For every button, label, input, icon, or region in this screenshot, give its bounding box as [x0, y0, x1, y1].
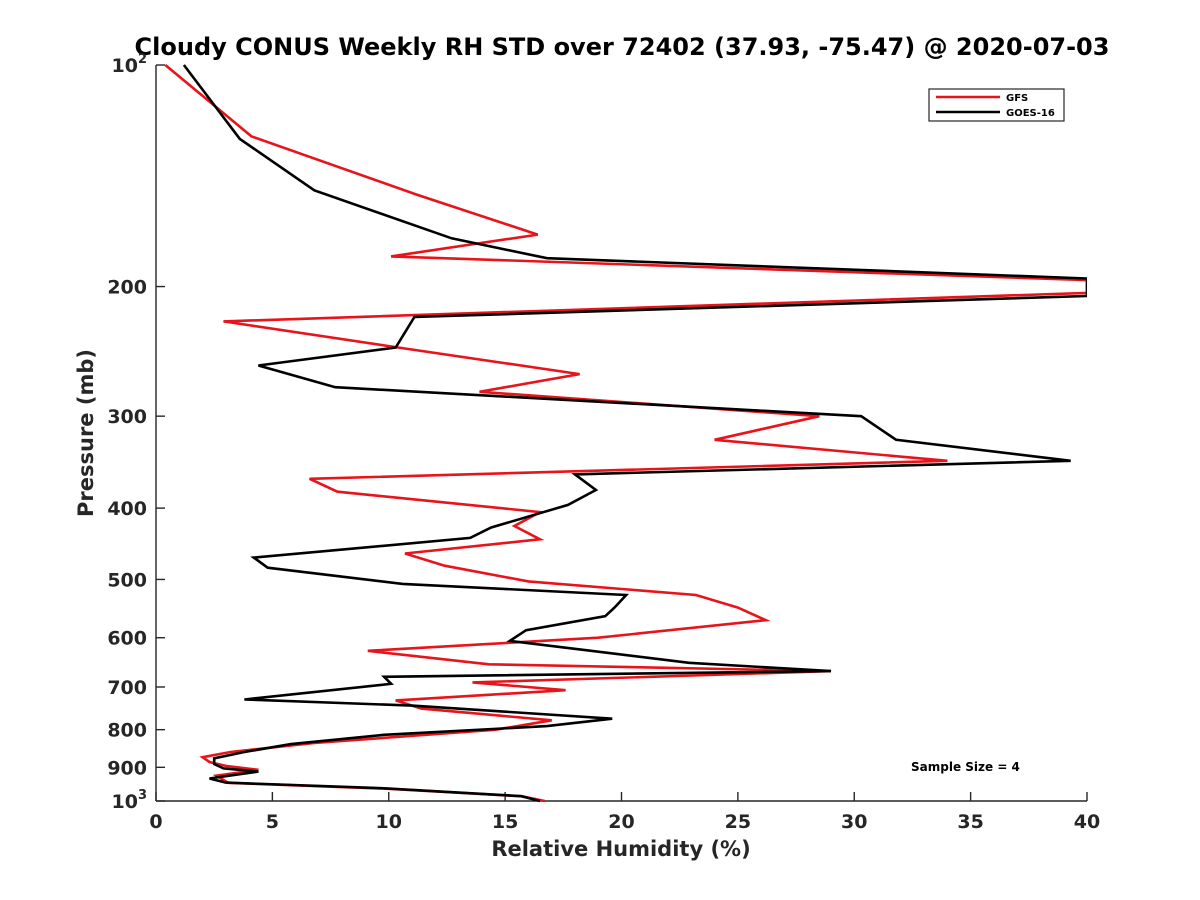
- chart-title: Cloudy CONUS Weekly RH STD over 72402 (3…: [135, 33, 1110, 61]
- x-tick-label: 40: [1074, 811, 1100, 833]
- y-tick-label: 300: [107, 406, 147, 428]
- y-tick-label: 800: [107, 720, 147, 742]
- y-tick-label: 102: [112, 52, 148, 77]
- y-tick-base: 10: [112, 791, 138, 813]
- x-axis-label: Relative Humidity (%): [491, 837, 750, 861]
- legend-label-goes16: GOES-16: [1006, 108, 1055, 119]
- y-tick-label: 500: [107, 569, 147, 591]
- series-lines: [164, 63, 1087, 803]
- y-tick-exponent: 3: [138, 788, 147, 803]
- legend-label-gfs: GFS: [1006, 93, 1028, 104]
- x-tick-label: 5: [266, 811, 279, 833]
- x-tick-label: 0: [149, 811, 162, 833]
- y-axis-label: Pressure (mb): [74, 349, 98, 517]
- y-tick-label: 103: [112, 788, 148, 813]
- y-tick-label: 600: [107, 628, 147, 650]
- legend: GFS GOES-16: [928, 88, 1065, 122]
- x-tick-label: 30: [841, 811, 867, 833]
- x-tick-label: 15: [492, 811, 518, 833]
- y-tick-label: 700: [107, 677, 147, 699]
- x-tick-label: 10: [376, 811, 402, 833]
- series-line-gfs: [164, 63, 1087, 803]
- y-tick-label: 400: [107, 498, 147, 520]
- series-line-goes16: [182, 64, 1087, 803]
- sample-size-annotation: Sample Size = 4: [911, 760, 1020, 774]
- plot-area: 0 5 10 15 20 25 30 35 40 10220030040050060070080…: [107, 52, 1100, 833]
- y-tick-label: 900: [107, 757, 147, 779]
- x-tick-label: 20: [608, 811, 634, 833]
- legend-box: [928, 88, 1065, 122]
- y-tick-base: 10: [112, 55, 138, 77]
- y-tick-label: 200: [107, 277, 147, 299]
- x-axis-ticks: 0 5 10 15 20 25 30 35 40: [149, 792, 1100, 833]
- x-tick-label: 25: [725, 811, 751, 833]
- x-tick-label: 35: [957, 811, 983, 833]
- y-tick-exponent: 2: [138, 52, 147, 67]
